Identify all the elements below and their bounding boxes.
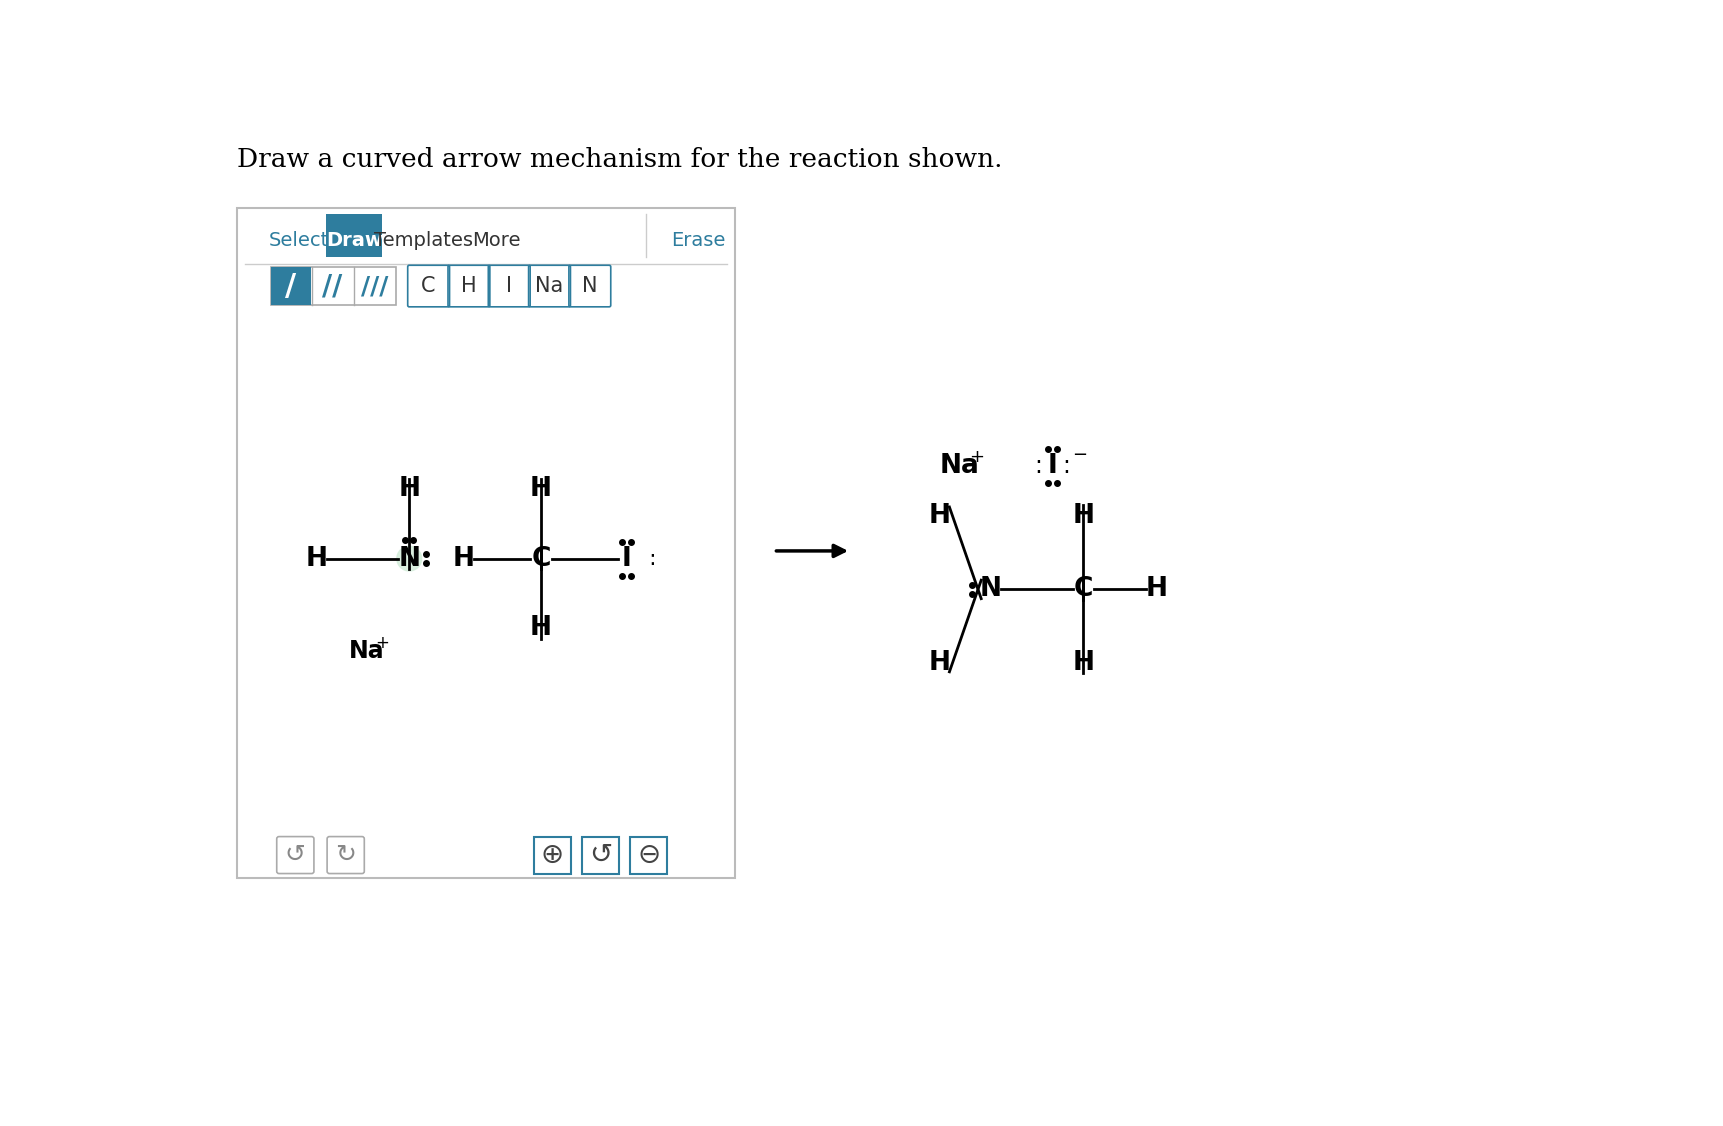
- Circle shape: [396, 546, 422, 571]
- Text: Select: Select: [269, 231, 329, 250]
- Text: I: I: [1048, 454, 1056, 480]
- Text: Templates: Templates: [374, 231, 472, 250]
- Text: C: C: [420, 276, 436, 296]
- Text: C: C: [531, 546, 550, 572]
- Text: Erase: Erase: [670, 231, 725, 250]
- Text: I: I: [620, 546, 631, 572]
- Text: ⊖: ⊖: [638, 841, 660, 869]
- Text: Na: Na: [939, 454, 979, 480]
- Text: ↺: ↺: [284, 843, 305, 867]
- Text: More: More: [472, 231, 520, 250]
- Text: ///: ///: [362, 274, 389, 298]
- Text: +: +: [968, 448, 984, 466]
- FancyBboxPatch shape: [271, 267, 310, 305]
- Text: H: H: [1072, 503, 1094, 529]
- Text: Na: Na: [348, 640, 384, 663]
- Text: H: H: [1072, 650, 1094, 676]
- Text: H: H: [451, 546, 474, 572]
- Text: H: H: [460, 276, 477, 296]
- Text: H: H: [398, 476, 420, 502]
- Text: ⊕: ⊕: [541, 841, 563, 869]
- Text: H: H: [929, 650, 951, 676]
- Text: Draw: Draw: [326, 231, 383, 250]
- Text: I: I: [507, 276, 512, 296]
- Text: −: −: [1072, 446, 1087, 464]
- Text: H: H: [929, 503, 951, 529]
- FancyBboxPatch shape: [238, 208, 734, 878]
- Text: N: N: [582, 276, 598, 296]
- Text: H: H: [1146, 577, 1168, 602]
- Text: N: N: [979, 577, 1001, 602]
- Text: ↺: ↺: [589, 841, 612, 869]
- Text: H: H: [529, 476, 551, 502]
- Text: //: //: [322, 272, 343, 300]
- Text: :: :: [1061, 454, 1070, 479]
- Text: H: H: [529, 615, 551, 641]
- Text: Draw a curved arrow mechanism for the reaction shown.: Draw a curved arrow mechanism for the re…: [238, 148, 1003, 172]
- FancyBboxPatch shape: [326, 214, 383, 257]
- Text: H: H: [305, 546, 327, 572]
- Text: Na: Na: [536, 276, 563, 296]
- Text: ↻: ↻: [334, 843, 357, 867]
- Text: :: :: [1034, 454, 1042, 479]
- Text: /: /: [284, 271, 296, 301]
- Text: N: N: [398, 546, 420, 572]
- Text: :: :: [641, 548, 656, 569]
- Text: +: +: [376, 634, 389, 652]
- Text: C: C: [1073, 577, 1092, 602]
